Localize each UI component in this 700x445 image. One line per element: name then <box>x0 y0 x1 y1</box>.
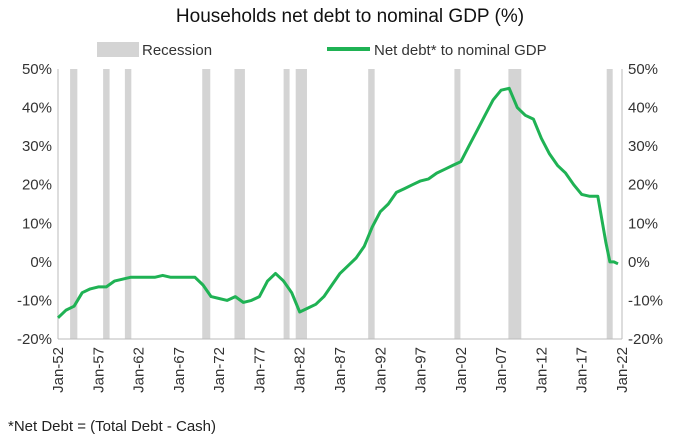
series-layer <box>56 86 619 319</box>
recession-band-2 <box>124 69 132 339</box>
y-tick-left-4: 20% <box>22 177 52 194</box>
x-tick-labels: Jan-52 Jan-57 Jan-62 Jan-67 Jan-72 Jan-77 Jan-… <box>50 347 631 393</box>
x-tick-7: Jan-87 <box>332 347 349 393</box>
recession-band-6 <box>295 69 307 339</box>
x-tick-2: Jan-62 <box>131 347 148 393</box>
y-tick-right-0: -20% <box>628 331 663 348</box>
x-tick-3: Jan-67 <box>171 347 188 393</box>
x-tick-12: Jan-12 <box>533 347 550 393</box>
recession-band-7 <box>368 69 375 339</box>
y-tick-left-1: -10% <box>17 292 52 309</box>
x-tick-0: Jan-52 <box>50 347 67 393</box>
x-tick-4: Jan-72 <box>211 347 228 393</box>
x-tick-11: Jan-07 <box>493 347 510 393</box>
chart-title: Households net debt to nominal GDP (%) <box>175 6 525 27</box>
recession-band-1 <box>103 69 110 339</box>
legend: Recession Net debt* to nominal GDP <box>97 42 547 59</box>
y-tick-left-3: 10% <box>22 215 52 232</box>
legend-recession-swatch <box>97 42 139 57</box>
recession-band-8 <box>454 69 461 339</box>
x-tick-9: Jan-97 <box>413 347 430 393</box>
y-tick-left-6: 40% <box>22 100 52 117</box>
footnote: *Net Debt = (Total Debt - Cash) <box>8 418 217 435</box>
x-tick-1: Jan-57 <box>90 347 107 393</box>
y-tick-left-7: 50% <box>22 61 52 78</box>
y-tick-right-7: 50% <box>628 61 658 78</box>
x-tick-10: Jan-02 <box>453 347 470 393</box>
x-tick-13: Jan-17 <box>574 347 591 393</box>
recession-band-9 <box>508 69 522 339</box>
recession-band-0 <box>70 69 78 339</box>
x-tick-5: Jan-77 <box>251 347 268 393</box>
recession-band-10 <box>606 69 613 339</box>
y-tick-left-0: -20% <box>17 331 52 348</box>
axes <box>57 69 623 340</box>
series-line-0 <box>56 86 619 319</box>
y-tick-right-1: -10% <box>628 292 663 309</box>
recession-band-3 <box>202 69 211 339</box>
y-tick-right-3: 10% <box>628 215 658 232</box>
y-tick-right-4: 20% <box>628 177 658 194</box>
legend-recession-label: Recession <box>142 42 212 59</box>
y-tick-right-6: 40% <box>628 100 658 117</box>
right-y-tick-labels: -20% -10% 0% 10% 20% 30% 40% 50% <box>628 61 663 348</box>
left-y-tick-labels: -20% -10% 0% 10% 20% 30% 40% 50% <box>17 61 52 348</box>
recession-band-5 <box>283 69 290 339</box>
y-tick-left-5: 30% <box>22 138 52 155</box>
x-tick-14: Jan-22 <box>614 347 631 393</box>
y-tick-left-2: 0% <box>30 254 52 271</box>
legend-net-debt-label: Net debt* to nominal GDP <box>374 42 547 59</box>
x-tick-8: Jan-92 <box>372 347 389 393</box>
y-tick-right-5: 30% <box>628 138 658 155</box>
x-tick-6: Jan-82 <box>292 347 309 393</box>
recession-band-4 <box>234 69 245 339</box>
y-tick-right-2: 0% <box>628 254 650 271</box>
recession-bands <box>70 69 613 339</box>
